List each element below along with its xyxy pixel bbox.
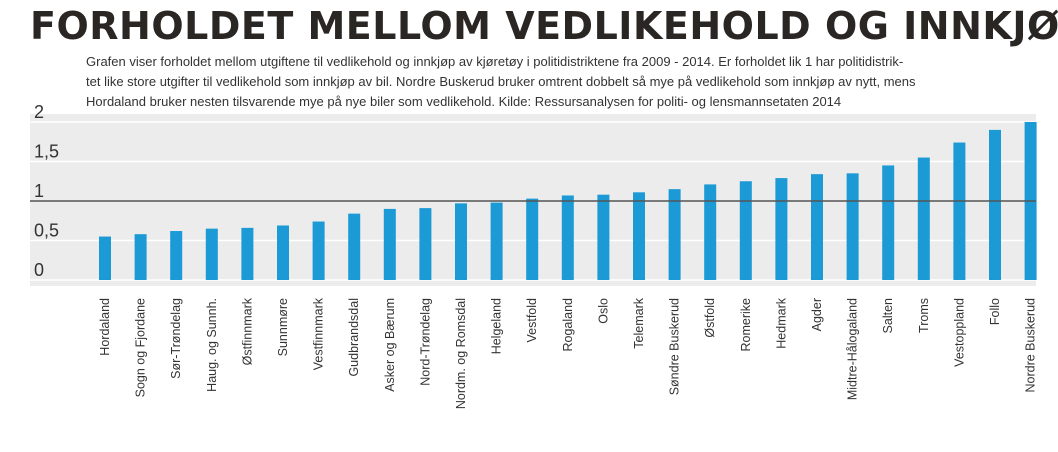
x-tick-label: Haug. og Sunnh. [205, 298, 219, 392]
x-tick-label: Oslo [596, 298, 610, 324]
y-tick-label: 0 [34, 260, 44, 280]
x-tick-label: Hedmark [774, 297, 788, 348]
x-tick-label: Gudbrandsdal [347, 298, 361, 377]
y-tick-label: 2 [34, 102, 44, 122]
bar [917, 157, 930, 280]
x-tick-label: Østfinnmark [240, 297, 254, 365]
bar [846, 173, 859, 280]
bar [490, 202, 503, 280]
page-title: FORHOLDET MELLOM VEDLIKEHOLD OG INNKJØP [30, 4, 1058, 48]
bar [953, 142, 966, 280]
y-tick-label: 1,5 [34, 142, 59, 162]
x-tick-label: Agder [810, 298, 824, 331]
y-tick-label: 0,5 [34, 221, 59, 241]
x-tick-label: Sunnmøre [276, 298, 290, 356]
x-tick-label: Vestoppland [952, 298, 966, 367]
x-tick-label: Vestfold [525, 298, 539, 343]
x-tick-label: Sør-Trøndelag [169, 298, 183, 379]
bar [170, 231, 183, 280]
x-tick-label: Telemark [632, 297, 646, 348]
bar [882, 165, 895, 280]
bar [383, 208, 396, 280]
bar [811, 174, 823, 280]
bar [241, 227, 254, 280]
bar [668, 189, 681, 280]
bar [348, 213, 361, 280]
x-tick-label: Follo [988, 298, 1002, 325]
x-tick-label: Hordaland [98, 298, 112, 356]
bar [597, 194, 610, 280]
bar [561, 195, 574, 280]
bar [775, 178, 788, 280]
bar [419, 208, 432, 280]
x-tick-label: Midtre-Hålogaland [846, 298, 860, 400]
bar [277, 225, 289, 280]
chart-description: Grafen viser forholdet mellom utgiftene … [86, 52, 1026, 112]
x-tick-label: Romerike [739, 298, 753, 352]
bar [989, 129, 1001, 280]
x-tick-label: Nordre Buskerud [1024, 298, 1038, 393]
bar [205, 228, 218, 280]
bar [99, 236, 111, 280]
bar [704, 184, 717, 280]
x-tick-label: Sogn og Fjordane [134, 298, 148, 397]
bar [134, 234, 147, 280]
x-tick-label: Søndre Buskerud [668, 298, 682, 395]
x-tick-label: Nord-Trøndelag [418, 298, 432, 386]
bar [312, 221, 325, 280]
x-tick-label: Salten [881, 298, 895, 333]
x-tick-label: Nordm. og Romsdal [454, 298, 468, 409]
description-line: Hordaland bruker nesten tilsvarende mye … [86, 94, 842, 109]
bar [739, 181, 752, 280]
description-line: Grafen viser forholdet mellom utgiftene … [86, 54, 904, 69]
x-tick-label: Østfold [703, 298, 717, 338]
x-tick-label: Troms [917, 298, 931, 333]
bar [455, 203, 467, 280]
x-tick-label: Vestfinnmark [312, 297, 326, 370]
bar [526, 198, 539, 280]
x-tick-label: Helgeland [490, 298, 504, 354]
x-tick-label: Asker og Bærum [383, 298, 397, 392]
bar [633, 192, 645, 280]
x-tick-label: Rogaland [561, 298, 575, 352]
description-line: tet like store utgifter til vedlikehold … [86, 74, 916, 89]
y-tick-label: 1 [34, 181, 44, 201]
